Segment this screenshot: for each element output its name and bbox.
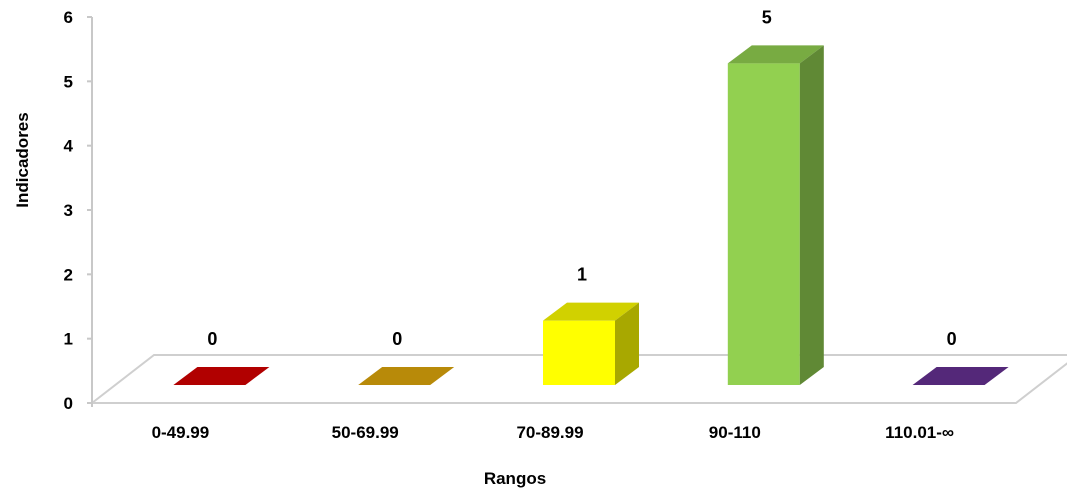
- y-axis: 0 1 2 3 4 5 6: [64, 8, 93, 413]
- data-label: 0: [207, 329, 217, 349]
- bar-front: [727, 63, 800, 385]
- y-axis-title: Indicadores: [13, 112, 32, 207]
- bar-side: [615, 302, 639, 385]
- bar-side: [799, 45, 824, 385]
- bars: [173, 45, 1009, 386]
- y-tick-label: 1: [64, 330, 73, 349]
- y-tick-label: 0: [64, 394, 73, 413]
- x-axis-title: Rangos: [484, 469, 546, 488]
- bar-front: [543, 320, 615, 385]
- bar-top: [173, 367, 270, 385]
- bar-top: [358, 367, 455, 385]
- y-tick-label: 2: [64, 265, 73, 284]
- bar-top: [912, 367, 1009, 385]
- data-label: 0: [392, 329, 402, 349]
- bar: [727, 45, 824, 385]
- y-tick-label: 4: [64, 137, 74, 156]
- bar: [912, 367, 1009, 386]
- x-axis-ticks: 0-49.99 50-69.99 70-89.99 90-110 110.01-∞: [152, 423, 954, 442]
- y-tick-label: 3: [64, 201, 73, 220]
- y-tick-label: 6: [64, 8, 73, 27]
- x-tick-label: 90-110: [709, 423, 761, 442]
- data-label: 1: [577, 265, 587, 285]
- x-tick-label: 50-69.99: [332, 423, 399, 442]
- y-tick-label: 5: [64, 72, 73, 91]
- data-label: 0: [947, 329, 957, 349]
- x-tick-label: 70-89.99: [516, 423, 583, 442]
- data-label: 5: [762, 7, 772, 27]
- x-tick-label: 0-49.99: [152, 423, 210, 442]
- bar-top: [543, 302, 639, 321]
- bar-top: [727, 45, 824, 64]
- bar: [543, 302, 639, 385]
- data-labels: 0 0 1 5 0: [207, 7, 956, 349]
- bar: [358, 367, 455, 386]
- x-tick-label: 110.01-∞: [885, 423, 954, 442]
- bar: [173, 367, 270, 386]
